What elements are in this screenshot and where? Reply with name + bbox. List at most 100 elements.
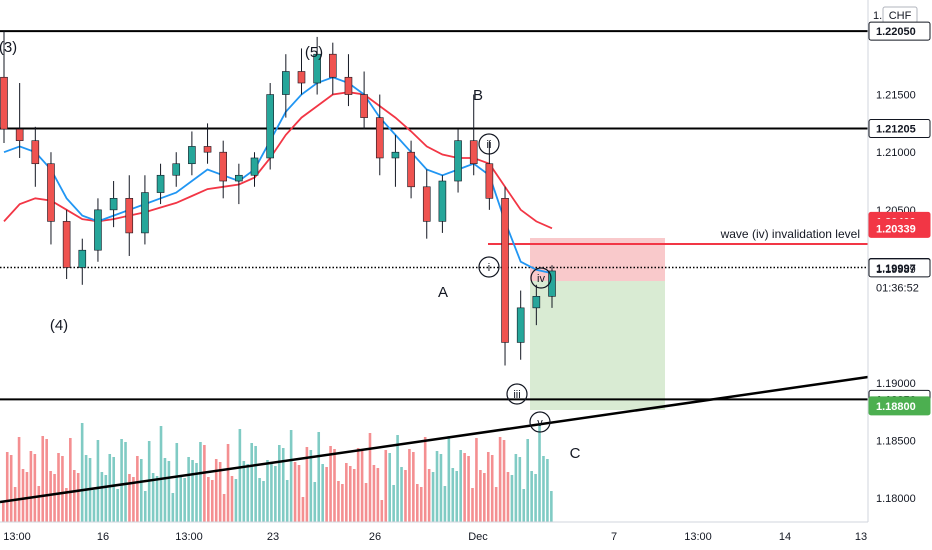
volume-bar — [451, 468, 455, 522]
volume-bar — [155, 476, 159, 522]
wave-text-iii: iii — [513, 389, 520, 401]
volume-bar — [136, 456, 139, 522]
volume-bar — [380, 500, 384, 522]
side-text: 1.19989 — [876, 264, 916, 276]
volume-bar — [447, 436, 451, 522]
candle — [47, 152, 55, 245]
volume-bar — [92, 490, 96, 522]
candle-body — [422, 186, 431, 222]
volume-bar — [69, 438, 72, 522]
candle — [375, 94, 384, 176]
wave-circle-iv — [530, 267, 552, 289]
volume-bar — [443, 486, 447, 522]
candle-body — [532, 296, 541, 309]
time-axis[interactable] — [0, 522, 868, 550]
volume-bar — [195, 463, 198, 522]
candle-body — [328, 53, 337, 78]
candle — [438, 175, 447, 233]
candle — [548, 265, 556, 308]
volume-bar — [17, 437, 21, 522]
candle-body — [0, 76, 8, 130]
volume-bar — [388, 453, 391, 522]
candle-body — [125, 198, 134, 234]
volume-bar — [49, 471, 52, 522]
price-label-text: 1.20339 — [876, 223, 916, 235]
candle-body — [15, 128, 24, 141]
volume-bar — [360, 451, 364, 522]
candle-body — [203, 146, 212, 153]
candle-body — [62, 221, 71, 268]
currency-badge[interactable]: CHF — [882, 6, 918, 24]
volume-bar — [151, 473, 155, 522]
volume-bar — [278, 445, 281, 522]
volume-bar — [471, 488, 474, 522]
candle-body — [47, 163, 55, 222]
volume-bar — [226, 444, 230, 522]
volume-bar — [526, 439, 529, 522]
candle — [0, 31, 8, 143]
volume-bar — [317, 432, 321, 522]
volume-bar — [325, 467, 328, 522]
volume-bar — [494, 487, 498, 522]
currency-badge-text: CHF — [889, 10, 912, 22]
volume-bar — [191, 460, 194, 522]
candle-body — [501, 198, 509, 343]
volume-bar — [534, 474, 537, 522]
volume-bar — [238, 429, 242, 522]
volume-bar — [408, 449, 411, 522]
candle — [422, 169, 431, 239]
price-label: 1.20339 — [868, 218, 931, 238]
volume-bar — [376, 468, 380, 522]
candle — [532, 284, 541, 326]
volume-bar — [270, 463, 273, 522]
volume-bar — [199, 442, 202, 522]
volume-bar — [337, 481, 340, 522]
volume-bar — [53, 474, 56, 522]
volume-bar — [486, 452, 490, 522]
price-label: 1.22050 — [868, 21, 931, 41]
volume-bar — [285, 480, 289, 522]
price-labels: 1.220501.212051.204001.203391.200001.199… — [868, 21, 931, 416]
candle — [156, 163, 165, 205]
invalidation-label: wave (iv) invalidation level — [720, 227, 860, 241]
plot-area[interactable] — [0, 0, 868, 522]
volume-bar — [96, 440, 100, 522]
volume-bar — [431, 472, 435, 522]
volume-bar — [412, 452, 415, 522]
wave-circle-ii — [478, 133, 500, 155]
time-ticks: 13:00 16 13:00 23 26 Dec 7 13:00 14 13 — [3, 531, 867, 543]
volume-bar — [2, 502, 5, 522]
volume-bar — [274, 466, 277, 522]
y-tick: 1.18000 — [876, 493, 916, 505]
wave-label-v: v — [529, 411, 551, 433]
volume-bar — [41, 436, 45, 522]
volume-bar — [37, 486, 41, 522]
volume-bar — [234, 479, 238, 522]
candle — [282, 54, 290, 118]
candle — [250, 152, 259, 187]
volume-bar — [258, 478, 261, 522]
volume-bar — [242, 461, 246, 522]
horizontal-levels — [0, 30, 868, 401]
candle — [219, 140, 227, 199]
volume-bar — [514, 454, 518, 522]
candle-body — [235, 174, 243, 182]
wave-label-c: C — [570, 445, 581, 462]
wave-label-b: B — [473, 87, 483, 104]
volume-bar — [116, 489, 119, 522]
candle-body — [78, 249, 87, 268]
volume-bar — [483, 473, 486, 522]
candle — [469, 94, 478, 176]
candle — [172, 152, 181, 187]
side-text: 01:36:52 — [876, 283, 919, 295]
volume-bar — [419, 487, 423, 522]
volume-bar — [423, 437, 427, 522]
wave-text-v: v — [537, 417, 543, 429]
candle — [313, 36, 321, 95]
price-label-box — [868, 258, 931, 278]
volume-bar — [254, 446, 257, 522]
candle-body — [188, 146, 196, 165]
candle — [125, 175, 134, 256]
volume-bar — [5, 452, 9, 522]
